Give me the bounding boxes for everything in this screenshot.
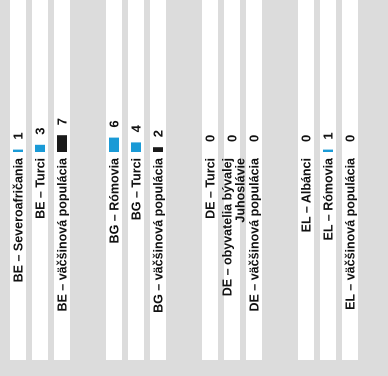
column-band: [246, 0, 262, 360]
category-label: DE – Turci: [204, 158, 218, 219]
bar: [109, 137, 119, 152]
category-label-continued: Juhoslávie: [234, 158, 248, 223]
column-band: [32, 0, 48, 360]
column-band: [202, 0, 218, 360]
value-label: 6: [107, 120, 122, 127]
value-label: 7: [55, 118, 70, 125]
category-label: BG – väčšinová populácia: [152, 157, 166, 313]
category-label: EL – Rómovia: [322, 157, 336, 240]
bar: [131, 142, 141, 152]
category-label: EL – Albánci: [300, 158, 314, 232]
category-label: EL – väčšinová populácia: [344, 157, 358, 310]
category-labels: BE – Severoafričania BE – Turci BE – väčši…: [12, 157, 358, 313]
value-label: 3: [33, 128, 48, 135]
column-band: [106, 0, 122, 360]
column-band: [10, 0, 26, 360]
bar: [13, 149, 23, 152]
category-label: BE – Turci: [34, 158, 48, 219]
bar: [323, 149, 333, 152]
bar: [153, 147, 163, 152]
column-band: [342, 0, 358, 360]
bar: [57, 135, 67, 152]
column-band: [128, 0, 144, 360]
category-label: DE – obyvatelia bývalej: [221, 158, 235, 296]
column-band: [224, 0, 240, 360]
value-label: 0: [203, 135, 218, 142]
column-band: [298, 0, 314, 360]
bar: [35, 144, 45, 152]
category-label: DE – väčšinová populácia: [248, 157, 262, 312]
value-label: 0: [247, 135, 262, 142]
column-bands: [10, 0, 358, 360]
value-label: 0: [299, 135, 314, 142]
column-band: [54, 0, 70, 360]
bar-marks: [13, 135, 333, 152]
value-label: 1: [321, 132, 336, 139]
category-label: BE – Severoafričania: [12, 157, 26, 282]
column-band: [320, 0, 336, 360]
category-label: BE – väčšinová populácia: [56, 157, 70, 312]
value-label: 0: [225, 135, 240, 142]
column-band: [150, 0, 166, 360]
value-label: 4: [129, 124, 144, 132]
value-label: 2: [151, 130, 166, 137]
category-label: BG – Turci: [130, 158, 144, 220]
value-label: 1: [11, 132, 26, 139]
category-label: BG – Rómovia: [108, 157, 122, 243]
value-label: 0: [343, 135, 358, 142]
